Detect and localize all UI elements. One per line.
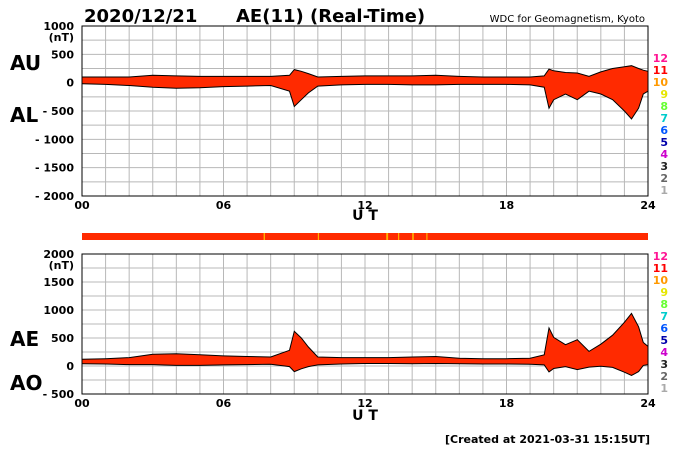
station-strip-highlight	[398, 233, 400, 240]
ao-series-line	[81, 362, 649, 377]
ae-label: AE	[10, 327, 39, 351]
al-label: AL	[10, 103, 38, 127]
ae-ao-y-tick-label: - 500	[43, 388, 75, 401]
station-color-strip	[82, 233, 648, 240]
au-al-envelope	[81, 65, 649, 120]
au-al-y-tick-label: - 1000	[35, 133, 74, 146]
ae-ao-envelope-fill	[82, 313, 648, 376]
au-al-y-tick-label: - 500	[43, 105, 75, 118]
au-al-y-tick-label: - 1500	[35, 162, 74, 175]
ae-ao-x-tick-label: 06	[216, 397, 232, 410]
ae-ao-y-tick-label: 500	[51, 332, 74, 345]
ae-ao-y-unit: (nT)	[49, 259, 74, 272]
station-count-label: 9	[660, 286, 668, 299]
station-count-label: 6	[660, 124, 668, 137]
ae-ao-x-tick-label: 12	[357, 397, 372, 410]
station-count-label: 11	[653, 262, 668, 275]
au-al-y-axis: 1000 500 0 - 500 - 1000 - 1500 - 2000	[35, 20, 74, 203]
station-count-label: 9	[660, 88, 668, 101]
au-series-line	[82, 65, 649, 78]
au-al-grid	[82, 26, 648, 196]
al-series-line	[81, 83, 649, 120]
ae-ao-x-tick-label: 24	[640, 397, 656, 410]
station-count-label: 2	[660, 370, 668, 383]
au-label: AU	[10, 51, 41, 75]
au-al-envelope-fill	[82, 65, 648, 119]
ae-ao-y-axis: 2000 1500 1000 500 0 - 500	[43, 248, 75, 401]
station-count-label: 10	[653, 274, 669, 287]
au-al-y-unit: (nT)	[49, 31, 74, 44]
au-al-x-tick-label: 24	[640, 199, 656, 212]
station-count-label: 6	[660, 322, 668, 335]
data-source: WDC for Geomagnetism, Kyoto	[490, 14, 645, 25]
station-count-label: 2	[660, 172, 668, 185]
ae-ao-x-tick-label: 00	[74, 397, 90, 410]
ae-ao-y-tick-label: 1500	[43, 276, 74, 289]
station-count-label: 7	[660, 112, 668, 125]
station-count-label: 4	[660, 346, 668, 359]
station-strip-highlight	[412, 233, 414, 240]
station-strip-highlight	[263, 233, 266, 240]
ae-ao-plot-frame	[81, 253, 649, 395]
ae-ao-y-tick-label: 0	[66, 360, 74, 373]
station-count-label: 5	[660, 334, 668, 347]
station-count-label: 4	[660, 148, 668, 161]
plot-date: 2020/12/21	[84, 6, 197, 27]
au-al-x-tick-label: 18	[499, 199, 514, 212]
station-count-label: 7	[660, 310, 668, 323]
station-strip-bar	[82, 233, 648, 240]
ae-ao-envelope	[81, 312, 649, 377]
au-al-x-label: U T	[352, 208, 378, 224]
au-al-y-tick-label: - 2000	[35, 190, 74, 203]
au-al-y-tick-label: 1000	[43, 20, 74, 33]
station-count-label: 1	[660, 184, 668, 197]
station-count-label: 10	[653, 76, 669, 89]
station-count-label: 1	[660, 382, 668, 395]
au-al-x-tick-label: 12	[357, 199, 372, 212]
ao-label: AO	[10, 371, 42, 395]
au-al-plot-frame	[81, 25, 649, 197]
created-timestamp: [Created at 2021-03-31 15:15UT]	[445, 433, 650, 446]
au-al-y-tick-label: 500	[51, 48, 74, 61]
au-al-x-axis: 00 06 12 18 24	[74, 199, 656, 212]
ae-ao-x-label: U T	[352, 408, 378, 424]
plot-title: AE(11) (Real-Time)	[236, 6, 425, 27]
au-al-x-tick-label: 00	[74, 199, 90, 212]
station-count-label: 11	[653, 64, 668, 77]
ae-ao-x-axis: 00 06 12 18 24	[74, 397, 656, 410]
ae-ao-x-tick-label: 18	[499, 397, 514, 410]
station-count-label: 12	[653, 52, 668, 65]
station-strip-highlight	[386, 233, 389, 240]
station-count-label: 12	[653, 250, 668, 263]
station-strip-highlight	[317, 233, 320, 240]
ae-ao-grid	[82, 254, 648, 394]
au-al-y-tick-label: 0	[66, 77, 74, 90]
ae-series-line	[81, 312, 649, 360]
ae-ao-y-tick-label: 1000	[43, 304, 74, 317]
station-count-label: 3	[660, 358, 668, 371]
station-strip-highlight	[426, 233, 428, 240]
station-count-label: 5	[660, 136, 668, 149]
au-al-x-tick-label: 06	[216, 199, 232, 212]
station-count-label: 8	[660, 100, 668, 113]
ae-ao-y-tick-label: 2000	[43, 248, 74, 261]
station-count-label: 8	[660, 298, 668, 311]
station-count-label: 3	[660, 160, 668, 173]
